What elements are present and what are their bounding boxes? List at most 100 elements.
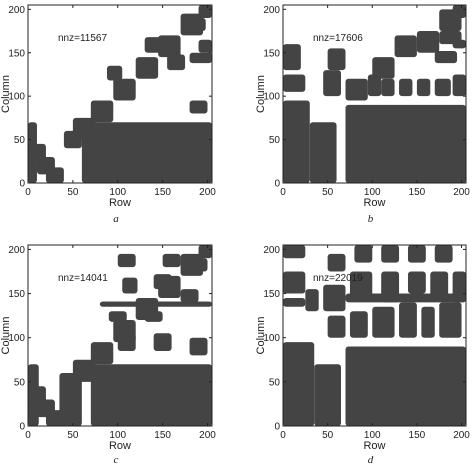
nonzero-block: [323, 284, 346, 312]
y-tick-label: 100: [263, 92, 280, 103]
nonzero-block: [327, 315, 346, 338]
nonzero-block: [162, 253, 181, 268]
nnz-annotation: nnz=14041: [58, 273, 108, 284]
nonzero-block: [399, 302, 417, 338]
panel-caption: c: [114, 454, 119, 466]
panel-c: 0 50 100 150 200 0 50 100 150 200 Row Column nnz=140…: [0, 244, 216, 466]
y-tick-label: 50: [269, 377, 281, 388]
nonzero-block: [381, 78, 395, 97]
nonzero-block: [117, 253, 136, 268]
nonzero-block: [372, 306, 395, 338]
nonzero-block: [135, 57, 159, 79]
nonzero-block: [144, 37, 161, 53]
nonzero-block: [122, 277, 138, 294]
nonzero-block: [345, 78, 368, 101]
x-tick-label: 0: [25, 430, 31, 441]
nonzero-block: [430, 271, 449, 298]
nonzero-block: [198, 245, 212, 259]
panel-b: 0 50 100 150 200 0 50 100 150 200 Row Column nnz=176…: [255, 4, 470, 225]
nonzero-block: [180, 289, 199, 303]
y-tick-label: 50: [14, 135, 26, 146]
nonzero-block: [345, 104, 466, 183]
y-tick-label: 50: [269, 135, 281, 146]
nonzero-block: [434, 78, 451, 97]
nonzero-block: [407, 245, 426, 263]
y-axis-label: Column: [255, 317, 267, 355]
nonzero-block: [189, 18, 206, 32]
x-tick-label: 0: [280, 430, 286, 441]
y-tick-label: 0: [19, 422, 25, 433]
axes-frame: [282, 4, 467, 184]
nonzero-block: [28, 386, 46, 404]
x-tick-label: 0: [25, 187, 31, 198]
nonzero-block: [189, 337, 208, 356]
nonzero-block: [327, 48, 346, 71]
nonzero-block: [283, 74, 306, 92]
nonzero-block: [158, 35, 181, 58]
x-tick-label: 100: [364, 187, 381, 198]
x-tick-label: 200: [453, 430, 470, 441]
y-tick-label: 100: [8, 92, 25, 103]
nonzero-block: [108, 311, 127, 322]
nonzero-block: [90, 364, 212, 426]
nonzero-block: [189, 52, 212, 64]
nonzero-block: [407, 271, 426, 294]
nonzero-block: [283, 44, 301, 71]
panel-a: 0 50 100 150 200 0 50 100 150 200 Row Column nnz=115…: [0, 4, 216, 225]
nonzero-block: [309, 122, 337, 183]
nonzero-block: [283, 342, 315, 426]
x-tick-label: 200: [199, 430, 216, 441]
nonzero-block: [345, 346, 466, 426]
x-tick-label: 50: [67, 187, 79, 198]
nonzero-block: [452, 39, 466, 49]
x-axis-label: Row: [109, 440, 131, 452]
nonzero-block: [194, 258, 208, 272]
sparsity-pattern-d: [283, 245, 466, 426]
x-axis-label: Row: [363, 197, 385, 209]
y-tick-label: 200: [263, 5, 280, 16]
nonzero-block: [144, 311, 163, 322]
nonzero-block: [90, 100, 114, 123]
nnz-annotation: nnz=17606: [313, 33, 363, 44]
x-tick-label: 50: [322, 187, 334, 198]
nonzero-block: [72, 359, 96, 382]
nnz-annotation: nnz=22019: [313, 273, 363, 284]
y-tick-label: 200: [8, 245, 25, 256]
nonzero-block: [113, 78, 136, 101]
y-tick-label: 0: [274, 422, 280, 433]
nonzero-block: [45, 410, 64, 426]
nonzero-block: [198, 39, 212, 53]
y-axis-label: Column: [0, 75, 12, 113]
y-tick-label: 50: [14, 377, 26, 388]
nonzero-block: [283, 245, 306, 259]
y-tick-label: 200: [263, 245, 280, 256]
axes-frame: [282, 244, 467, 427]
nonzero-block: [99, 301, 212, 307]
nonzero-block: [90, 342, 114, 365]
y-tick-label: 0: [274, 179, 280, 190]
nonzero-block: [327, 253, 346, 272]
y-tick-label: 150: [263, 48, 280, 59]
nonzero-block: [153, 274, 172, 290]
y-tick-label: 150: [8, 289, 25, 300]
sparsity-pattern-a: [28, 5, 212, 183]
nonzero-block: [416, 78, 431, 97]
nonzero-block: [367, 74, 382, 97]
nonzero-block: [283, 271, 306, 294]
nonzero-block: [421, 306, 435, 338]
nonzero-block: [439, 302, 462, 338]
nonzero-block: [394, 35, 417, 58]
nonzero-block: [90, 122, 212, 183]
axes-frame: [27, 4, 213, 184]
nonzero-block: [167, 54, 186, 71]
x-tick-label: 150: [409, 430, 426, 441]
nonzero-block: [372, 57, 395, 79]
sparsity-pattern-c: [28, 245, 212, 426]
nonzero-block: [189, 100, 208, 114]
x-tick-label: 100: [109, 430, 126, 441]
nonzero-block: [45, 167, 64, 183]
nnz-annotation: nnz=11567: [58, 33, 107, 44]
nonzero-block: [117, 333, 136, 351]
x-tick-label: 200: [199, 187, 216, 198]
